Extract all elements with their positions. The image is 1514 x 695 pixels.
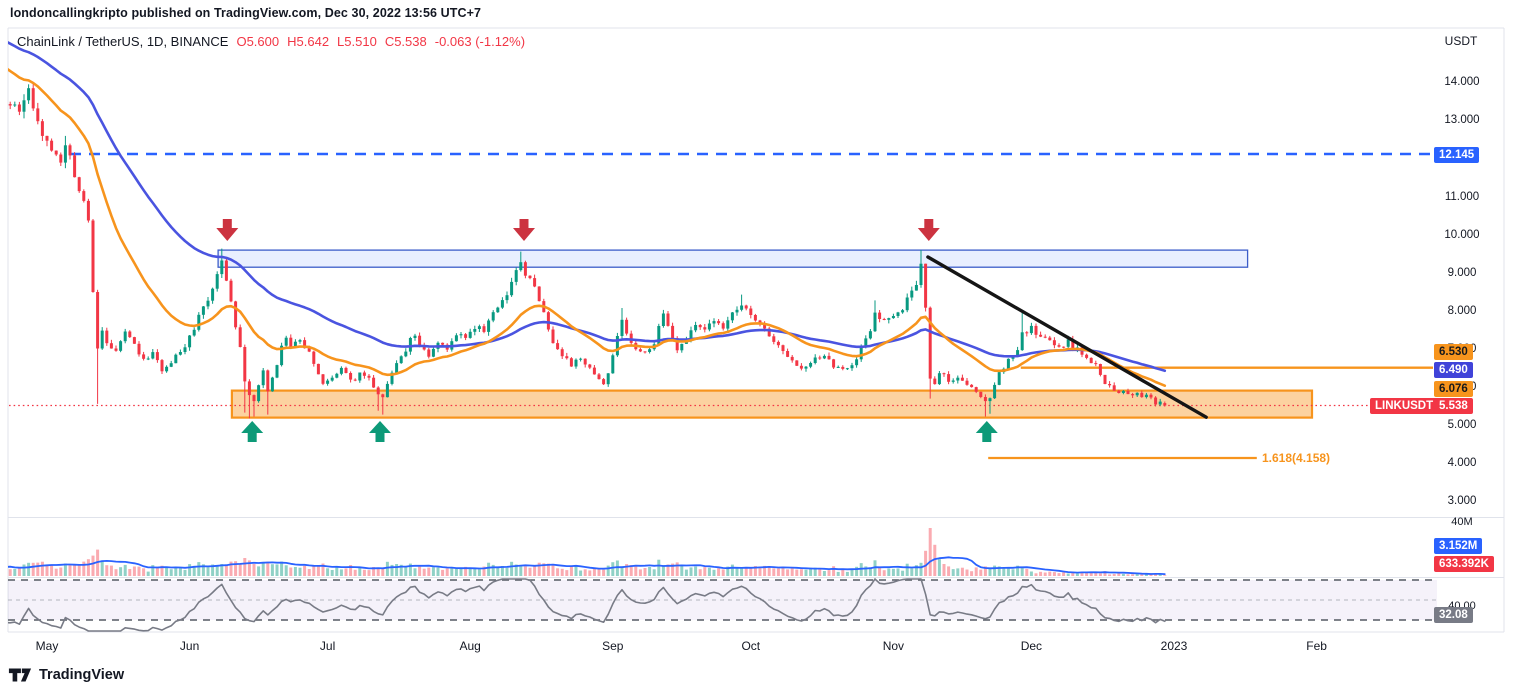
volume-pane[interactable] [0, 528, 1167, 576]
ohlc-change: -0.063 (-1.12%) [434, 34, 526, 49]
y-axis-label: 4.000 [1447, 457, 1477, 470]
ma-fast-line [8, 67, 1167, 388]
symbol-legend: ChainLink / TetherUS, 1D, BINANCE O5.600… [17, 34, 525, 49]
y-axis-label: 10.000 [1444, 228, 1480, 241]
buy-signal-arrow-icon [975, 421, 998, 442]
sell-signal-arrow-icon [513, 219, 535, 241]
ohlc-close: C5.538 [384, 34, 427, 49]
rsi-pane[interactable] [1, 578, 1437, 632]
x-axis-label: Aug [459, 639, 481, 653]
y-axis-label: 14.000 [1444, 76, 1480, 89]
buy-signal-arrow-icon [369, 421, 391, 442]
ohlc-low: L5.510 [337, 34, 377, 49]
price-badge-ma-slow: 6.490 [1434, 362, 1473, 378]
volume-scale-tick: 40M [1451, 516, 1473, 528]
tradingview-logo[interactable]: TradingView [8, 665, 124, 685]
y-axis-label: 3.000 [1447, 495, 1477, 508]
y-axis-label: 9.000 [1447, 266, 1477, 279]
fib-extension-label: 1.618(4.158) [1262, 451, 1331, 465]
y-axis-label: 5.000 [1447, 418, 1477, 431]
price-badge-last-price: 5.538 [1434, 398, 1473, 414]
sell-signal-arrow-icon [216, 219, 239, 241]
x-axis-label: May [35, 639, 59, 653]
volume-ma-line [8, 556, 1166, 575]
resistance-zone [217, 249, 1249, 268]
x-axis-label: 2023 [1160, 639, 1188, 653]
x-axis-label: Dec [1020, 639, 1043, 653]
y-axis-label: 13.000 [1444, 114, 1480, 127]
descending-trendline [926, 255, 1208, 419]
price-badge-dashed-level: 12.145 [1434, 147, 1480, 163]
price-scale-currency: USDT [1444, 34, 1478, 48]
rsi-badge: 32.08 [1434, 607, 1473, 623]
ohlc-open: O5.600 [236, 34, 280, 49]
tradingview-logo-icon [8, 668, 32, 682]
volume-ma-badge: 3.152M [1434, 538, 1483, 554]
buy-signal-arrow-icon [241, 421, 264, 442]
y-axis-label: 8.000 [1447, 304, 1477, 317]
price-badge-ma-fast: 6.076 [1434, 381, 1473, 397]
ma-slow-line [8, 41, 1167, 373]
ohlc-high: H5.642 [287, 34, 330, 49]
support-zone [230, 389, 1314, 419]
tradingview-logo-text: TradingView [39, 667, 125, 683]
x-axis-label: Nov [882, 639, 905, 653]
y-axis-label: 11.000 [1444, 190, 1480, 203]
main-price-pane[interactable] [0, 39, 1433, 460]
volume-badge: 633.392K [1434, 556, 1494, 572]
symbol-title: ChainLink / TetherUS, 1D, BINANCE [17, 34, 229, 49]
attribution-bar: londoncallingkripto published on Trading… [10, 6, 482, 20]
x-axis-label: Feb [1306, 639, 1327, 653]
x-axis-label: Sep [602, 639, 624, 653]
rsi-line [8, 578, 1166, 632]
x-axis-label: Jun [179, 639, 200, 653]
sell-signal-arrow-icon [917, 219, 940, 241]
x-axis-label: Oct [741, 639, 761, 653]
symbol-name-badge: LINKUSDT [1370, 398, 1439, 414]
price-badge-orange-ray: 6.530 [1434, 344, 1473, 360]
x-axis-label: Jul [319, 639, 336, 653]
